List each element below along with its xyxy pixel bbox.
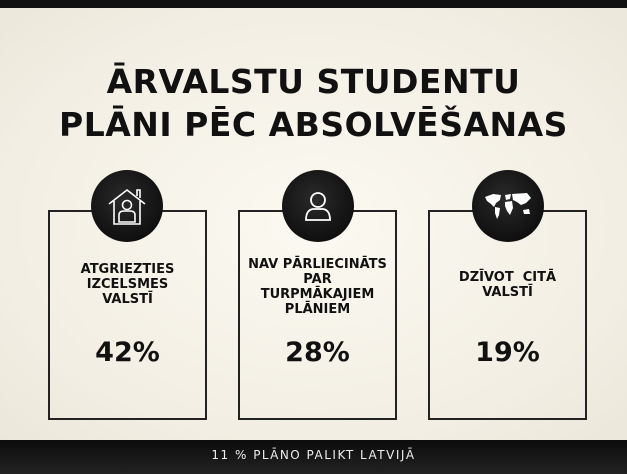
card-other-country: DZĪVOT CITĀ VALSTĪ 19% — [428, 210, 587, 420]
card-label-line: ATGRIEZTIES — [80, 262, 175, 277]
card-label-line: IZCELSMES — [86, 277, 169, 292]
person-icon — [282, 170, 354, 242]
card-label-line: DZĪVOT CITĀ — [458, 270, 557, 285]
card-label-line: VALSTĪ — [482, 285, 533, 300]
house-person-icon — [91, 170, 163, 242]
card-label-line: NAV PĀRLIECINĀTS — [248, 257, 387, 272]
top-bar — [0, 0, 627, 8]
card-label-line: VALSTĪ — [102, 292, 153, 307]
card-label-line: PAR — [303, 272, 332, 287]
card-percent: 28% — [285, 337, 350, 368]
title-line-2: PLĀNI PĒC ABSOLVĒŠANAS — [59, 105, 568, 144]
footer-banner: 11 % PLĀNO PALIKT LATVIJĀ — [0, 440, 627, 474]
title-line-1: ĀRVALSTU STUDENTU — [106, 62, 521, 101]
card-percent: 19% — [475, 337, 540, 368]
card-percent: 42% — [95, 337, 160, 368]
world-map-icon — [472, 170, 544, 242]
card-label-line: PLĀNIEM — [284, 302, 351, 317]
card-label-line: TURPMĀKAJIEM — [260, 287, 375, 302]
